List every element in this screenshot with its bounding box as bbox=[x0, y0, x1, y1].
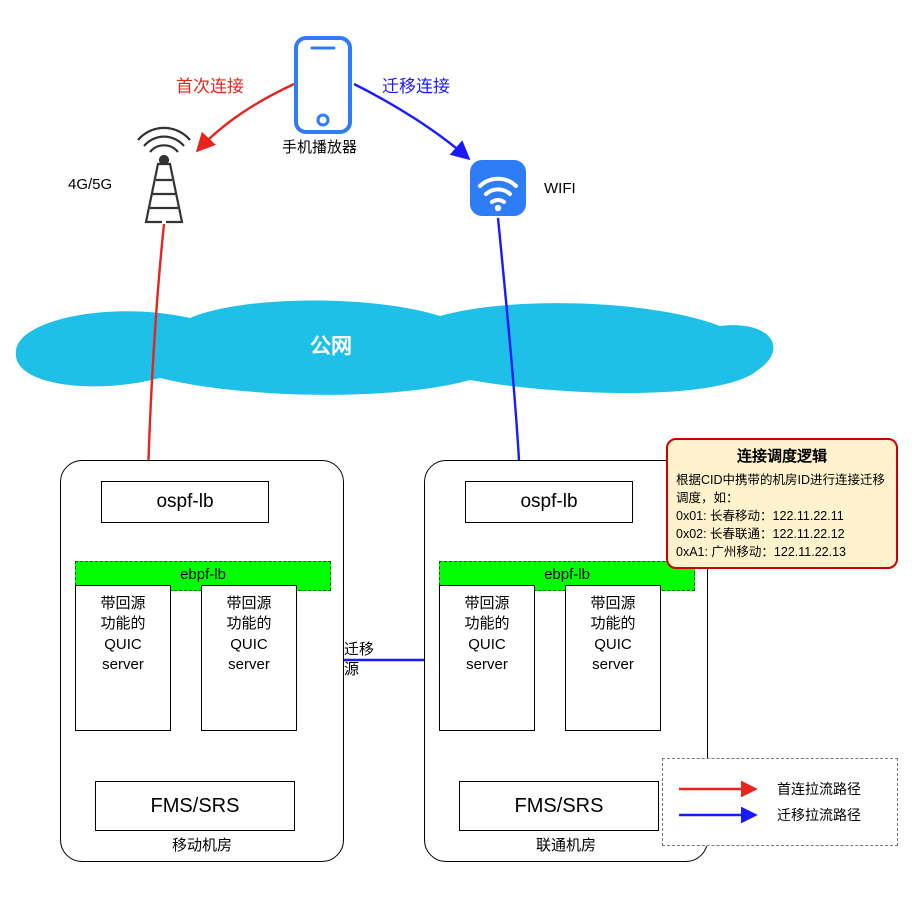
fms-left: FMS/SRS bbox=[95, 781, 295, 831]
legend-row-first: 首连拉流路径 bbox=[677, 779, 883, 799]
phone-icon bbox=[296, 38, 350, 132]
legend-row-migrate: 迁移拉流路径 bbox=[677, 805, 883, 825]
quic-server-right-2: 带回源 功能的 QUIC server bbox=[565, 585, 661, 731]
ospf-lb-right: ospf-lb bbox=[465, 481, 633, 523]
phone-label: 手机播放器 bbox=[282, 136, 357, 157]
tower-label: 4G/5G bbox=[68, 176, 112, 193]
note-body: 根据CID中携带的机房ID进行连接迁移调度，如： bbox=[676, 471, 888, 507]
cloud-shape bbox=[16, 300, 774, 394]
ospf-lb-left: ospf-lb bbox=[101, 481, 269, 523]
legend-first-label: 首连拉流路径 bbox=[777, 779, 861, 799]
first-conn-label: 首次连接 bbox=[176, 72, 244, 97]
note-row-2: 0xA1: 广州移动：122.11.22.13 bbox=[676, 543, 888, 561]
scheduling-note: 连接调度逻辑 根据CID中携带的机房ID进行连接迁移调度，如： 0x01: 长春… bbox=[666, 438, 898, 569]
datacenter-mobile-label: 移动机房 bbox=[61, 834, 343, 855]
wifi-label: WIFI bbox=[544, 180, 576, 197]
note-title: 连接调度逻辑 bbox=[676, 446, 888, 468]
note-row-1: 0x02: 长春联通：122.11.22.12 bbox=[676, 525, 888, 543]
cell-tower-icon bbox=[138, 128, 190, 222]
wifi-icon bbox=[470, 160, 526, 216]
migrate-conn-label: 迁移连接 bbox=[382, 72, 450, 97]
quic-server-right-1: 带回源 功能的 QUIC server bbox=[439, 585, 535, 731]
ebpf-label-right: ebpf-lb bbox=[439, 566, 695, 583]
note-row-0: 0x01: 长春移动：122.11.22.11 bbox=[676, 507, 888, 525]
datacenter-mobile: ospf-lb ebpf-lb 带回源 功能的 QUIC server 带回源 … bbox=[60, 460, 344, 862]
quic-server-left-1: 带回源 功能的 QUIC server bbox=[75, 585, 171, 731]
ebpf-label-left: ebpf-lb bbox=[75, 566, 331, 583]
quic-server-left-2: 带回源 功能的 QUIC server bbox=[201, 585, 297, 731]
legend: 首连拉流路径 迁移拉流路径 bbox=[662, 758, 898, 846]
cloud-label: 公网 bbox=[310, 330, 352, 360]
legend-migrate-label: 迁移拉流路径 bbox=[777, 805, 861, 825]
fms-right: FMS/SRS bbox=[459, 781, 659, 831]
